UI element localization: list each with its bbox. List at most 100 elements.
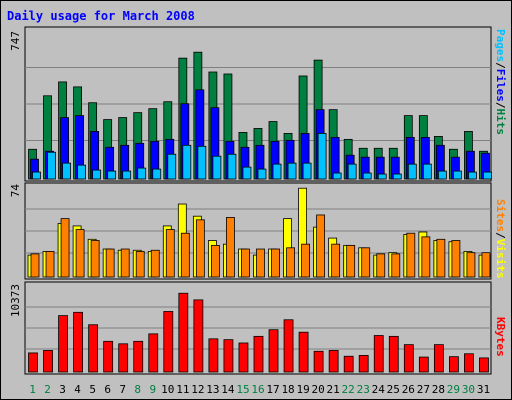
pages-bar [362, 172, 372, 180]
sites-bar [256, 248, 265, 278]
pages-bar [32, 171, 41, 180]
day-label: 29 [447, 383, 460, 396]
kbytes-bar [118, 343, 129, 373]
sites-bar [90, 240, 100, 278]
day-label: 17 [266, 383, 279, 396]
sites-bar [436, 238, 446, 278]
day-label: 5 [89, 383, 96, 396]
legend-kbytes: KBytes [494, 317, 507, 357]
sites-bar [210, 244, 220, 278]
kbytes-bar [178, 292, 189, 373]
sites-bar [451, 240, 461, 278]
max-label-kbytes: 10373 [9, 284, 22, 317]
day-label: 13 [206, 383, 219, 396]
sites-bar [150, 249, 160, 278]
kbytes-bar [73, 311, 83, 373]
pages-bar [407, 163, 417, 180]
kbytes-bar [88, 324, 99, 373]
sites-bar [391, 253, 401, 278]
day-label: 10 [161, 383, 174, 396]
kbytes-bar [43, 350, 53, 373]
sites-bar [421, 236, 431, 278]
kbytes-bar [479, 357, 489, 373]
sites-bar [271, 248, 280, 278]
pages-bar [257, 168, 267, 180]
pages-bar [422, 163, 432, 180]
sites-bar [135, 251, 145, 278]
max-label-hits: 747 [9, 31, 22, 51]
pages-bar [107, 170, 117, 180]
sites-bar [60, 218, 70, 278]
kbytes-bar [464, 353, 474, 373]
kbytes-bar [298, 331, 309, 373]
pages-bar [437, 170, 447, 180]
pages-bar [287, 162, 297, 180]
pages-bar [197, 145, 207, 180]
pages-bar [92, 169, 102, 180]
kbytes-bar [163, 311, 174, 373]
pages-bar [317, 133, 327, 180]
pages-bar [137, 167, 147, 180]
kbytes-bar [268, 329, 279, 373]
day-label: 31 [477, 383, 490, 396]
pages-bar [392, 173, 402, 180]
day-label: 19 [296, 383, 309, 396]
kbytes-bar [449, 356, 459, 373]
day-label: 2 [44, 383, 51, 396]
day-label: 27 [417, 383, 430, 396]
sites-bar [75, 229, 85, 278]
kbytes-bar [418, 356, 429, 373]
sites-bar [241, 248, 250, 278]
sites-bar [286, 247, 295, 278]
pages-bar [212, 155, 222, 180]
sites-bar [165, 229, 175, 278]
kbytes-bar [148, 333, 159, 373]
legend-sites-visits: Sites/Visits [494, 199, 507, 279]
pages-bar [377, 173, 387, 180]
day-label: 26 [402, 383, 415, 396]
panel-kbytes [24, 281, 492, 375]
sites-bar [195, 219, 205, 278]
kbytes-bar [223, 339, 234, 373]
sites-bar [331, 243, 341, 278]
pages-bar [332, 172, 342, 180]
day-label: 3 [59, 383, 66, 396]
day-label: 9 [149, 383, 156, 396]
day-label: 25 [387, 383, 400, 396]
pages-bar [347, 163, 357, 180]
sites-bar [361, 247, 371, 278]
day-label: 24 [372, 383, 386, 396]
day-label: 4 [74, 383, 81, 396]
sites-bar [120, 248, 130, 278]
pages-bar [77, 164, 86, 180]
sites-bar [30, 253, 40, 278]
panel-hits-files-pages [24, 26, 492, 182]
day-label: 1 [29, 383, 36, 396]
day-label: 8 [134, 383, 141, 396]
legend-pages-files-hits: Pages/Files/Hits [494, 29, 507, 135]
day-label: 16 [251, 383, 264, 396]
pages-bar [62, 162, 71, 180]
max-label-visits: 74 [9, 184, 22, 198]
kbytes-bar [373, 335, 384, 373]
pages-bar [468, 171, 477, 180]
sites-bar [226, 217, 235, 278]
kbytes-bar [283, 319, 294, 373]
pages-bar [242, 166, 252, 180]
day-label: 28 [432, 383, 445, 396]
day-label: 30 [462, 383, 475, 396]
kbytes-bar [343, 355, 354, 373]
day-label: 20 [312, 383, 325, 396]
pages-bar [182, 144, 192, 180]
day-label: 14 [221, 383, 235, 396]
day-label: 12 [191, 383, 204, 396]
pages-bar [272, 163, 282, 180]
kbytes-bar [133, 340, 144, 373]
sites-bar [466, 252, 476, 278]
day-label: 15 [236, 383, 249, 396]
sites-bar [301, 243, 310, 278]
kbytes-bar [103, 340, 114, 373]
sites-bar [346, 244, 356, 278]
